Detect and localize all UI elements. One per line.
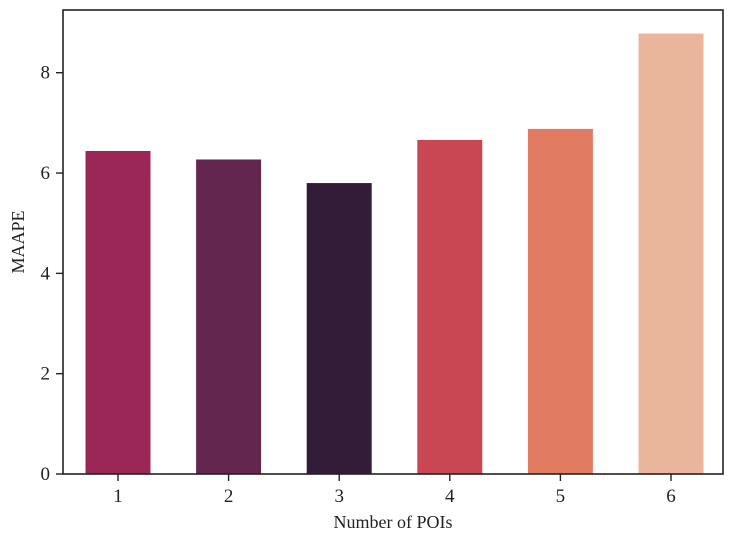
y-tick-label-4: 4 bbox=[41, 263, 51, 284]
bar-2 bbox=[196, 159, 262, 474]
y-tick-label-6: 6 bbox=[41, 163, 51, 184]
bar-6 bbox=[638, 33, 704, 474]
bar-5 bbox=[527, 128, 593, 474]
y-tick-label-2: 2 bbox=[41, 364, 51, 385]
bars-group bbox=[85, 33, 704, 475]
y-tick-label-8: 8 bbox=[41, 63, 51, 84]
x-tick-label-1: 1 bbox=[113, 486, 123, 507]
x-tick-label-4: 4 bbox=[445, 486, 455, 507]
y-tick-label-0: 0 bbox=[41, 464, 51, 485]
y-axis: 0 2 4 6 8 bbox=[41, 63, 63, 485]
x-tick-label-2: 2 bbox=[224, 486, 234, 507]
bar-3 bbox=[306, 183, 372, 475]
x-tick-label-3: 3 bbox=[334, 486, 344, 507]
y-axis-label: MAAPE bbox=[8, 210, 28, 273]
plot-frame bbox=[62, 9, 724, 475]
bar-4 bbox=[417, 139, 483, 475]
x-axis: 1 2 3 4 5 6 bbox=[113, 474, 676, 507]
x-tick-label-6: 6 bbox=[666, 486, 676, 507]
x-tick-label-5: 5 bbox=[556, 486, 566, 507]
x-axis-label: Number of POIs bbox=[334, 512, 453, 532]
bar-1 bbox=[85, 150, 151, 474]
